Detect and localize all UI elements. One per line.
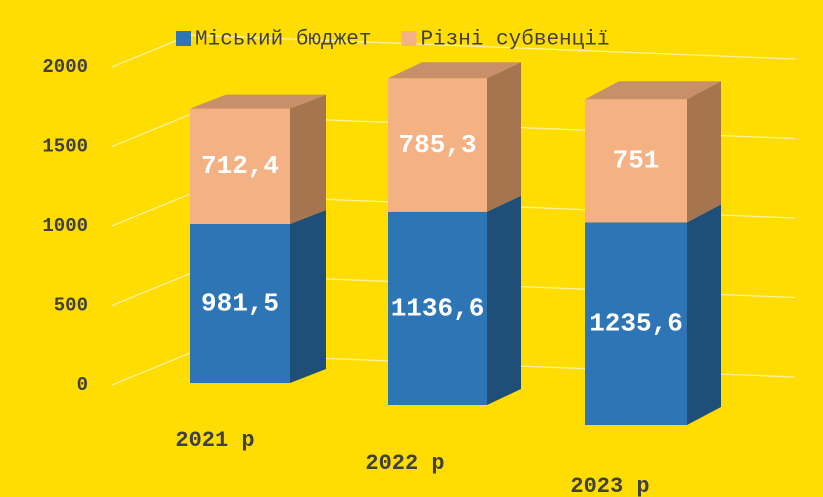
legend-swatch <box>176 31 191 46</box>
data-label: 712,4 <box>201 151 279 181</box>
y-tick-label: 0 <box>77 374 88 396</box>
bar <box>388 211 487 405</box>
y-tick-label: 2000 <box>42 56 88 78</box>
y-tick-label: 1000 <box>42 215 88 237</box>
bar <box>585 222 687 425</box>
bar <box>585 99 687 223</box>
data-label: 1136,6 <box>391 293 485 323</box>
x-tick-label: 2022 р <box>365 451 444 476</box>
legend-label: Різні субвенції <box>420 29 609 52</box>
bar <box>190 223 290 383</box>
x-tick-label: 2023 р <box>570 474 649 497</box>
bar-side <box>687 81 721 223</box>
bar <box>388 78 487 212</box>
bar-side <box>487 62 521 212</box>
bar-side <box>290 209 326 383</box>
bar-top <box>388 62 521 79</box>
data-label: 981,5 <box>201 288 279 318</box>
bar-top <box>190 94 326 109</box>
legend-swatch <box>401 31 417 46</box>
data-label: 1235,6 <box>589 309 683 339</box>
bar-top <box>585 81 721 100</box>
bar-side <box>487 195 521 405</box>
bar-side <box>290 94 326 224</box>
legend-label: Міський бюджет <box>195 29 371 52</box>
bar-side <box>687 204 721 425</box>
data-label: 751 <box>613 146 660 176</box>
bar <box>190 108 290 224</box>
y-tick-label: 1500 <box>42 136 88 158</box>
y-tick-label: 500 <box>54 295 88 317</box>
data-label: 785,3 <box>398 130 476 160</box>
x-tick-label: 2021 р <box>175 428 254 453</box>
